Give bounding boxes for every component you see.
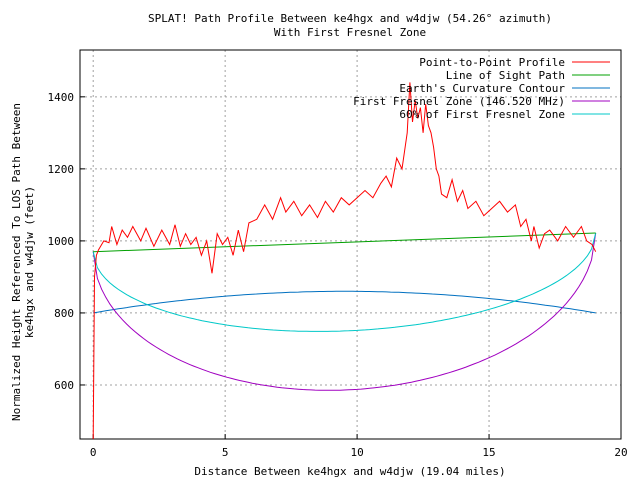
x-axis-label: Distance Between ke4hgx and w4djw (19.04… (194, 465, 505, 478)
legend-fresnel-label: First Fresnel Zone (146.520 MHz) (353, 95, 565, 108)
plot-frame (79, 49, 622, 440)
chart-subtitle: With First Fresnel Zone (274, 26, 426, 39)
y-tick-label: 1400 (48, 91, 75, 104)
x-tick-label: 15 (482, 446, 495, 459)
x-tick-label: 20 (614, 446, 627, 459)
x-tick-label: 5 (222, 446, 229, 459)
series-layer (92, 82, 597, 440)
legend-profile-label: Point-to-Point Profile (419, 56, 565, 69)
legend-los-label: Line of Sight Path (446, 69, 565, 82)
legend-earth-label: Earth's Curvature Contour (399, 82, 565, 95)
line-of-sight-line (93, 232, 596, 253)
legend-fresnel-60-label: 60% of First Fresnel Zone (399, 108, 565, 121)
fresnel-zone-line (92, 232, 597, 391)
fresnel-60-line (92, 232, 597, 332)
y-tick-label: 1000 (48, 235, 75, 248)
y-tick-label: 1200 (48, 163, 75, 176)
y-axis-label: Normalized Height Referenced To LOS Path… (10, 103, 36, 421)
x-tick-label: 10 (350, 446, 363, 459)
y-axis-label-line: Normalized Height Referenced To LOS Path… (10, 103, 23, 421)
terrain-profile-line (92, 82, 597, 440)
chart-title: SPLAT! Path Profile Between ke4hgx and w… (148, 12, 552, 25)
y-axis-label-line: ke4hgx and w4djw (feet) (23, 186, 36, 338)
y-tick-label: 800 (54, 307, 74, 320)
earth-curvature-line (93, 290, 596, 314)
axis-ticks: 0 5 10 15 20 600 800 1000 1200 1400 (48, 91, 628, 459)
x-tick-label: 0 (90, 446, 97, 459)
y-tick-label: 600 (54, 379, 74, 392)
